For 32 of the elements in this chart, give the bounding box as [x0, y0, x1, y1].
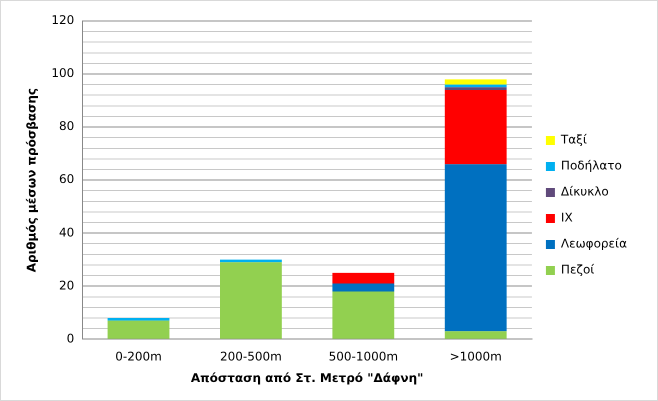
y-tick-label: 80 — [59, 119, 74, 134]
legend-label: Πεζοί — [560, 262, 594, 277]
bar — [444, 331, 507, 339]
x-tick-label: 0-200m — [115, 350, 162, 364]
bar — [444, 84, 507, 88]
bar — [332, 284, 394, 292]
bar — [220, 262, 282, 339]
bar — [444, 90, 507, 164]
legend-label: ΙΧ — [560, 210, 573, 225]
bar — [108, 320, 170, 339]
y-axis-title: Αριθμός μέσων πρόσβασης — [24, 88, 38, 272]
x-tick-label: >1000m — [450, 350, 502, 364]
x-axis-title: Απόσταση από Στ. Μετρό "Δάφνη" — [190, 370, 424, 385]
bar — [220, 260, 282, 262]
y-tick-label: 40 — [59, 225, 74, 240]
bar — [444, 79, 507, 85]
legend-label: Λεωφορεία — [560, 236, 628, 251]
legend-label: Ταξί — [560, 132, 587, 147]
legend-label: Δίκυκλο — [560, 184, 609, 199]
bar — [444, 164, 507, 332]
bar — [332, 291, 394, 339]
y-tick-label: 120 — [51, 13, 74, 28]
y-tick-label: 100 — [51, 66, 74, 80]
bar — [332, 272, 394, 284]
bar — [108, 318, 170, 321]
y-tick-label: 0 — [66, 331, 74, 346]
bar — [444, 87, 507, 90]
x-tick-label: 500-1000m — [328, 350, 398, 364]
legend-label: Ποδήλατο — [560, 158, 622, 173]
x-tick-label: 200-500m — [220, 350, 282, 364]
y-tick-label: 20 — [59, 278, 74, 292]
y-tick-label: 60 — [59, 172, 74, 186]
